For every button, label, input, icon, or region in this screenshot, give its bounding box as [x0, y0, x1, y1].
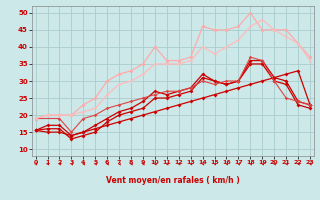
X-axis label: Vent moyen/en rafales ( km/h ): Vent moyen/en rafales ( km/h ) [106, 176, 240, 185]
